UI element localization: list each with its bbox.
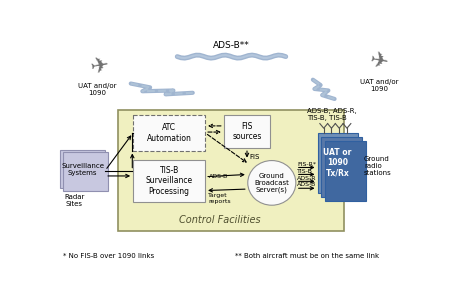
Text: Control Facilities: Control Facilities — [179, 215, 260, 225]
Bar — [63, 152, 107, 191]
Text: ADS-B: ADS-B — [209, 174, 228, 179]
Text: ADS-B: ADS-B — [298, 182, 317, 187]
Text: TIS-B
Surveillance
Processing: TIS-B Surveillance Processing — [145, 166, 193, 196]
Bar — [133, 115, 205, 151]
Text: FIS: FIS — [250, 154, 260, 160]
Text: UAT or
1090
Tx/Rx: UAT or 1090 Tx/Rx — [324, 148, 352, 178]
Text: Surveillance
Systems: Surveillance Systems — [61, 163, 104, 175]
Text: ADS-R: ADS-R — [298, 175, 317, 180]
Bar — [321, 137, 361, 197]
Bar — [224, 115, 270, 148]
Text: TIS-B: TIS-B — [298, 169, 313, 174]
Text: ✈: ✈ — [89, 56, 111, 79]
Text: ADS-B, ADS-R,
TIS-B, TIS-B: ADS-B, ADS-R, TIS-B, TIS-B — [307, 108, 356, 121]
Bar — [117, 110, 344, 231]
Text: ADS-B**: ADS-B** — [213, 41, 250, 50]
Bar — [318, 133, 358, 193]
Text: Target
reports: Target reports — [208, 193, 231, 204]
Text: Ground
Broadcast
Server(s): Ground Broadcast Server(s) — [255, 173, 289, 193]
Bar — [133, 160, 205, 202]
Ellipse shape — [248, 161, 296, 205]
Text: UAT and/or
1090: UAT and/or 1090 — [78, 83, 117, 96]
Text: ** Both aircraft must be on the same link: ** Both aircraft must be on the same lin… — [235, 253, 379, 259]
Text: Ground
radio
stations: Ground radio stations — [364, 156, 392, 176]
Text: * No FIS-B over 1090 links: * No FIS-B over 1090 links — [64, 253, 154, 259]
Text: Radar
Sites: Radar Sites — [64, 194, 85, 207]
Text: UAT and/or
1090: UAT and/or 1090 — [360, 79, 398, 92]
Bar — [325, 140, 366, 201]
Text: ATC
Automation: ATC Automation — [147, 123, 191, 142]
Text: FIS
sources: FIS sources — [232, 122, 262, 141]
Bar — [60, 150, 105, 188]
Text: FIS-R*: FIS-R* — [298, 162, 316, 167]
Text: ✈: ✈ — [368, 51, 390, 74]
